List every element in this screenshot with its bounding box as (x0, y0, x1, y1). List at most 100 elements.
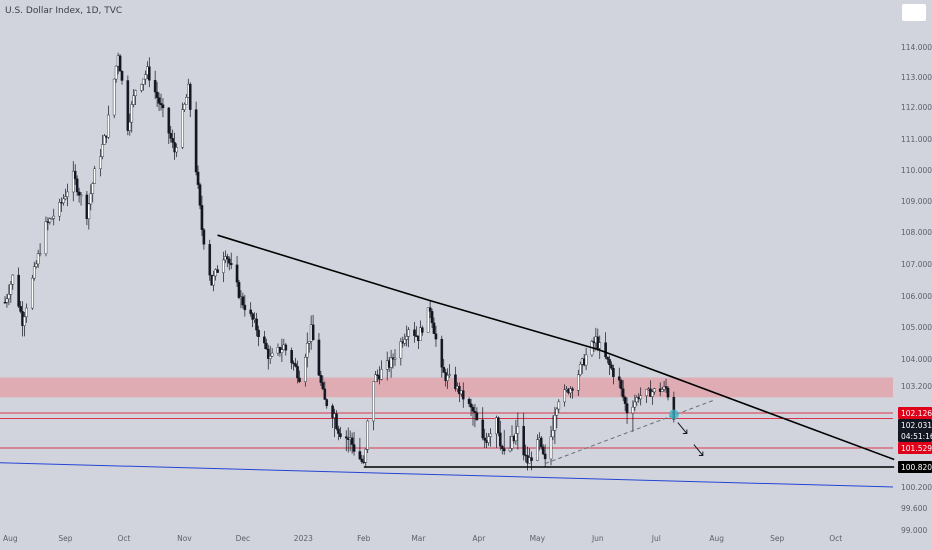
candle-down (461, 390, 465, 400)
candle-down (497, 417, 500, 434)
settings-button[interactable] (902, 4, 926, 21)
candle-up (536, 439, 539, 461)
candle-down (458, 386, 461, 395)
price-tag (898, 419, 932, 431)
candle-up (222, 259, 225, 273)
y-tick-label: 100.200 (901, 483, 932, 492)
x-tick-label: Apr (472, 534, 486, 543)
candle-up (584, 354, 588, 366)
candle-up (23, 316, 26, 326)
candle-up (132, 95, 136, 105)
candle-down (500, 446, 504, 449)
candle-down (77, 191, 81, 196)
candle-down (344, 436, 348, 439)
price-tag-label: 102.126 (901, 409, 932, 418)
x-tick-label: Dec (236, 534, 251, 543)
candle-down (196, 171, 200, 185)
candle-down (352, 444, 356, 452)
candle-down (454, 374, 457, 390)
candle-down (317, 339, 321, 376)
candle-down (434, 333, 438, 340)
candle-down (442, 366, 446, 373)
candle-up (7, 294, 11, 299)
descending-trendline (217, 234, 895, 461)
candle-up (651, 391, 654, 397)
y-tick-label: 110.000 (901, 166, 932, 175)
candle-down (625, 403, 629, 414)
candle-up (185, 97, 188, 105)
candle-down (413, 329, 416, 336)
candle-down (17, 274, 20, 307)
candle-up (38, 253, 42, 255)
candle-down (251, 313, 254, 320)
candle-up (79, 194, 83, 197)
candle-up (93, 168, 96, 184)
y-tick-label: 99.600 (901, 504, 927, 513)
candle-up (87, 203, 91, 219)
candle-down (126, 80, 130, 131)
candle-down (619, 379, 623, 389)
x-tick-label: Sep (770, 534, 784, 543)
candle-down (432, 322, 436, 334)
candle-up (58, 202, 61, 217)
candle-down (155, 91, 159, 98)
candle-down (147, 66, 151, 81)
candle-up (653, 388, 656, 393)
candle-up (557, 401, 561, 410)
candle-up (639, 395, 642, 400)
candle-down (606, 356, 609, 360)
candle-down (200, 205, 204, 230)
candle-up (393, 357, 397, 360)
candle-down (339, 433, 342, 437)
candle-up (374, 374, 377, 383)
candle-up (134, 90, 137, 96)
candle-up (144, 74, 147, 80)
candle-down (249, 309, 253, 314)
y-tick-label: 106.000 (901, 292, 932, 301)
candle-down (19, 306, 22, 312)
candle-down (608, 359, 611, 366)
candle-down (194, 109, 198, 173)
candle-up (128, 121, 132, 131)
candle-down (284, 344, 288, 351)
candle-down (499, 432, 502, 447)
candle-up (569, 388, 572, 394)
down-arrow (677, 422, 688, 435)
candle-down (161, 104, 165, 109)
candle-up (631, 406, 635, 414)
candle-down (169, 133, 173, 139)
candle-up (142, 78, 145, 85)
candle-up (212, 275, 215, 286)
candle-down (167, 107, 171, 134)
candle-down (208, 244, 212, 276)
candle-up (399, 341, 403, 359)
candle-down (188, 83, 192, 110)
candle-down (421, 327, 424, 333)
candle-down (227, 258, 231, 264)
candle-down (612, 368, 615, 377)
candle-down (171, 138, 175, 143)
candle-up (366, 420, 370, 450)
candle-down (604, 342, 607, 358)
candle-down (623, 397, 627, 404)
candle-down (319, 375, 323, 383)
candle-down (666, 387, 670, 398)
candle-up (91, 183, 95, 194)
candle-up (48, 218, 52, 223)
candle-up (114, 65, 118, 80)
candle-down (216, 269, 219, 273)
y-tick-label: 114.000 (901, 43, 932, 52)
candle-up (130, 104, 134, 123)
x-tick-label: Feb (357, 534, 371, 543)
candle-down (75, 178, 79, 193)
candle-up (555, 408, 559, 416)
x-tick-label: Oct (117, 534, 130, 543)
candle-up (448, 374, 451, 376)
candle-up (175, 147, 178, 153)
x-tick-label: Aug (709, 534, 724, 543)
candle-down (331, 405, 334, 418)
candle-up (5, 298, 9, 303)
candle-up (50, 218, 54, 220)
